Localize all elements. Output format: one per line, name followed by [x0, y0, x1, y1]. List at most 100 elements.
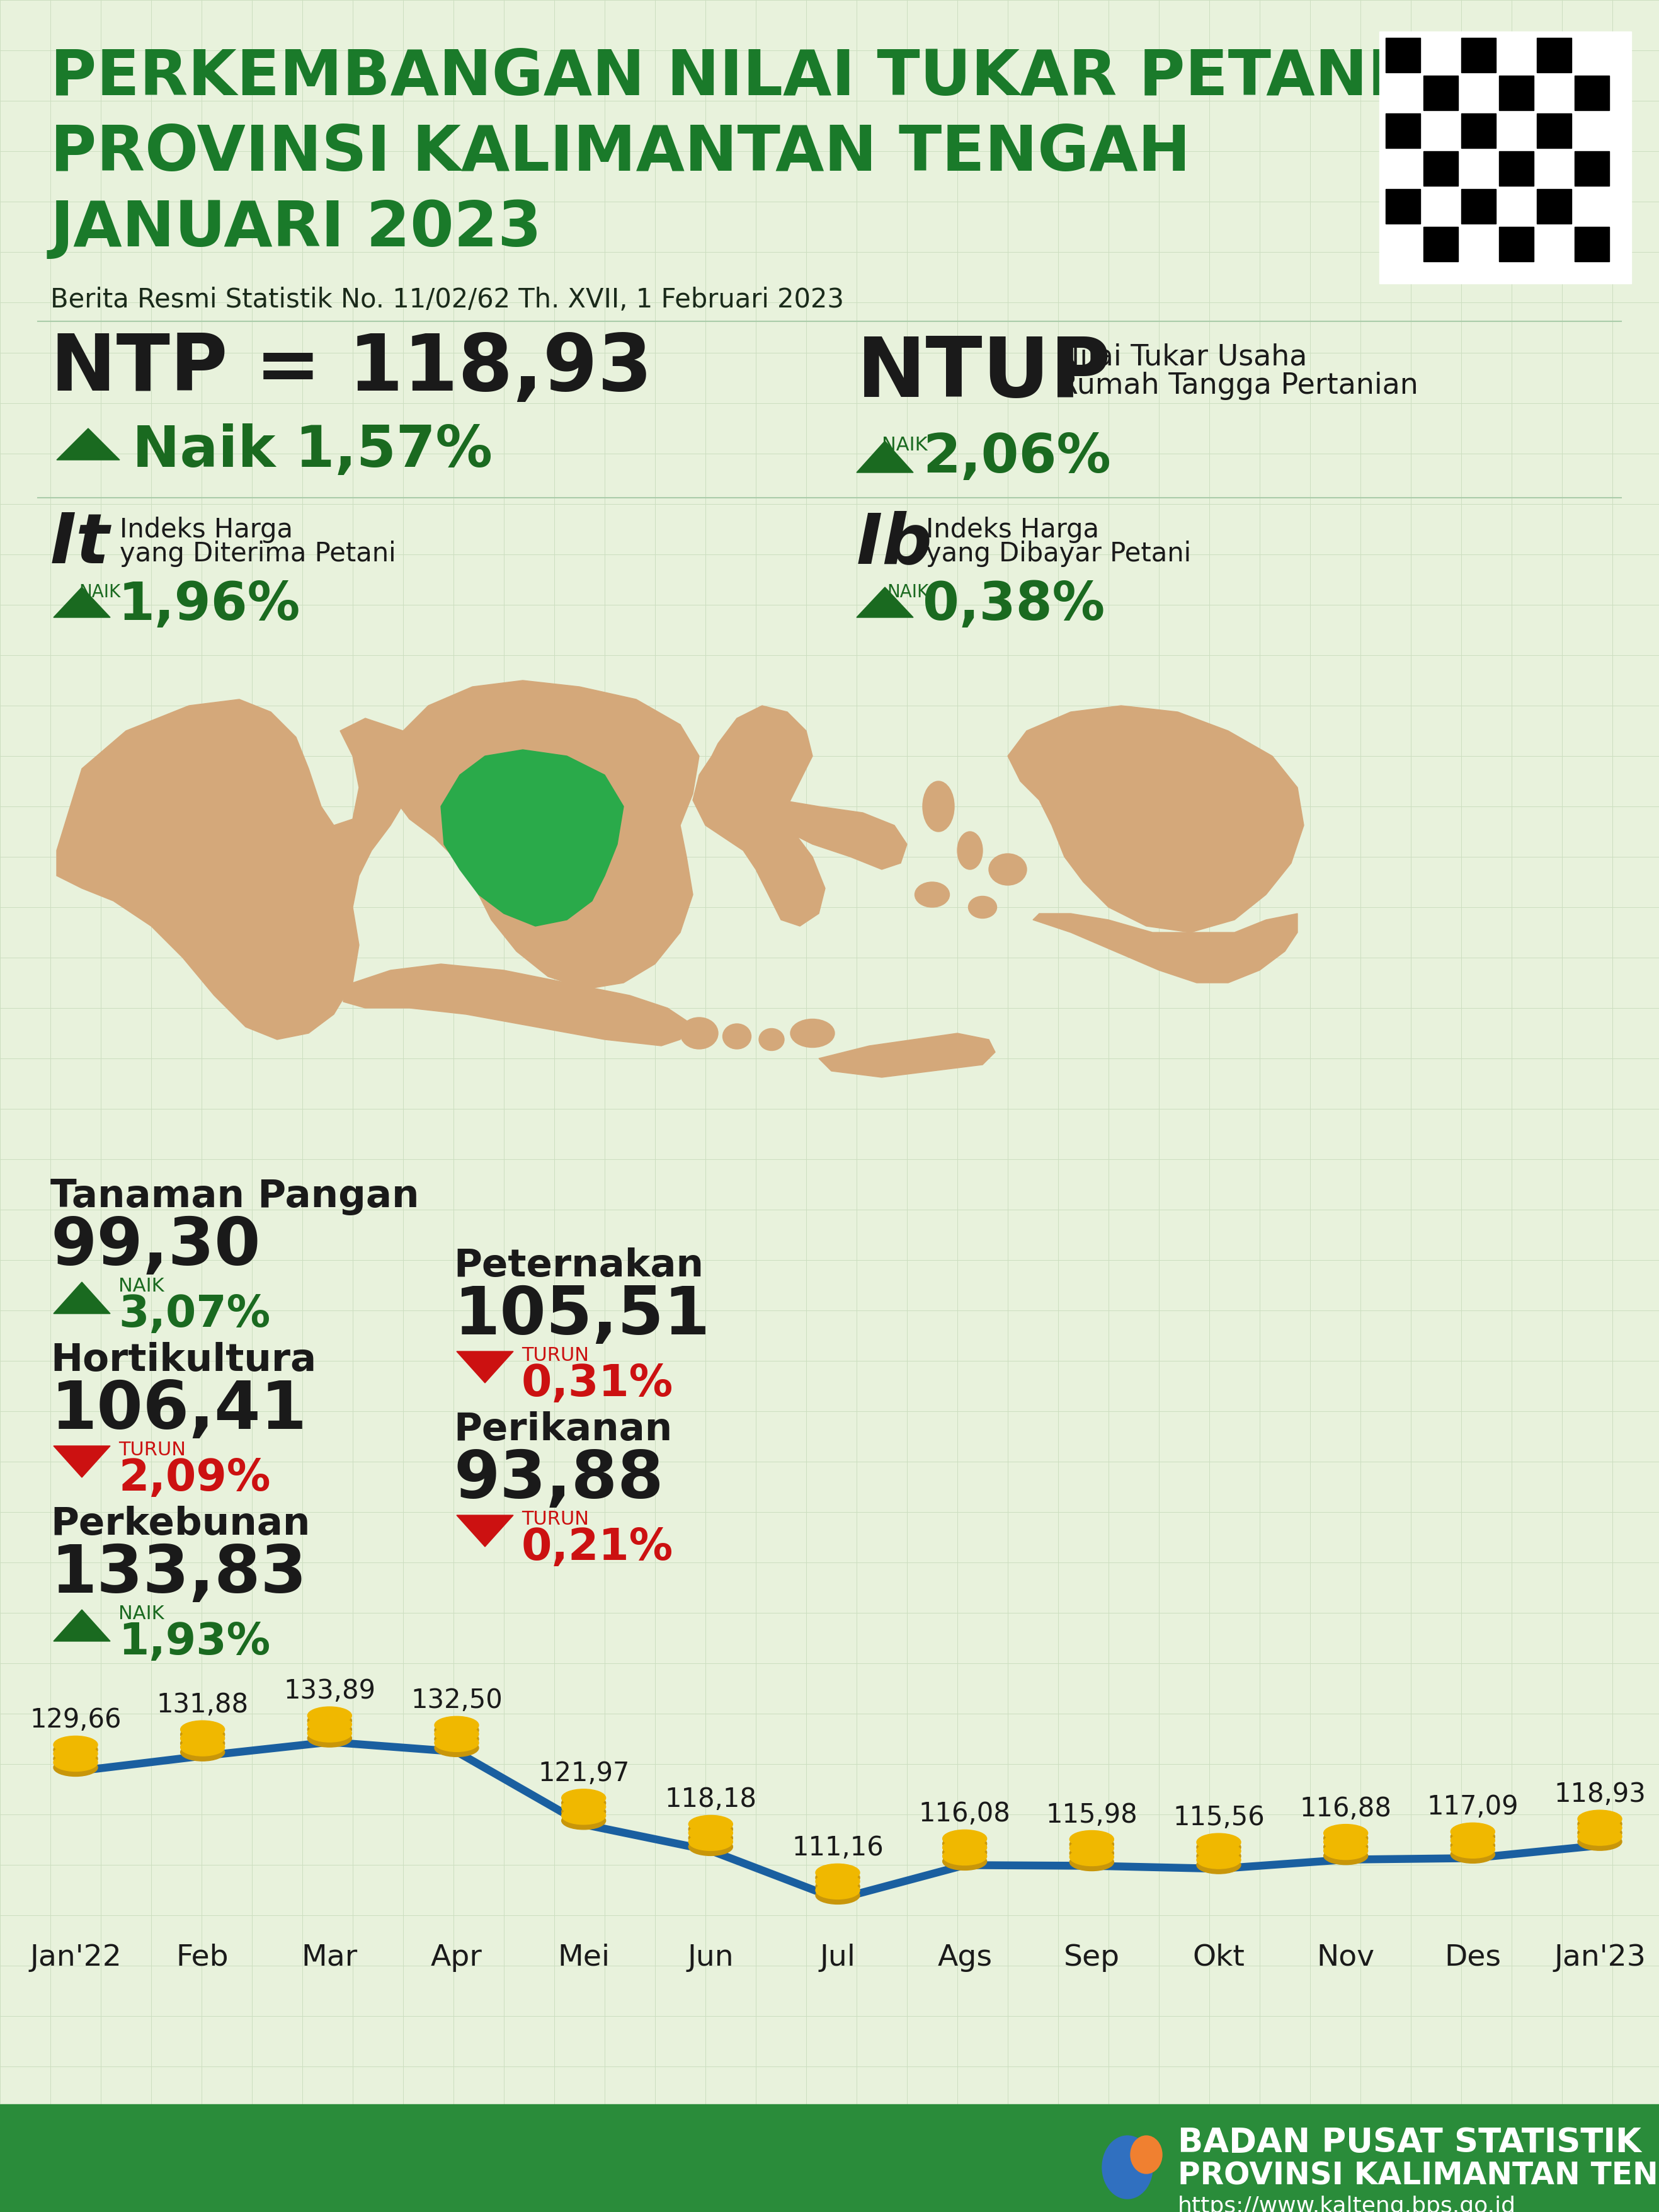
Ellipse shape: [1324, 1825, 1367, 1843]
Ellipse shape: [307, 1708, 352, 1725]
Ellipse shape: [181, 1743, 224, 1761]
Ellipse shape: [53, 1736, 98, 1754]
Ellipse shape: [1578, 1825, 1623, 1843]
Ellipse shape: [435, 1725, 479, 1743]
Ellipse shape: [1578, 1809, 1623, 1827]
Ellipse shape: [562, 1790, 606, 1807]
Ellipse shape: [435, 1730, 479, 1747]
Ellipse shape: [53, 1759, 98, 1776]
Ellipse shape: [1450, 1836, 1495, 1854]
Ellipse shape: [1324, 1838, 1367, 1856]
Polygon shape: [856, 440, 912, 473]
Text: Perkebunan: Perkebunan: [50, 1506, 310, 1544]
Ellipse shape: [307, 1725, 352, 1743]
Text: 111,16: 111,16: [791, 1834, 884, 1860]
Text: Tanaman Pangan: Tanaman Pangan: [50, 1179, 420, 1214]
Ellipse shape: [307, 1717, 352, 1734]
Text: 105,51: 105,51: [453, 1283, 710, 1349]
Polygon shape: [781, 801, 907, 869]
Polygon shape: [343, 964, 687, 1046]
Bar: [1574, 75, 1609, 111]
Ellipse shape: [1578, 1816, 1623, 1834]
Ellipse shape: [942, 1829, 987, 1847]
Text: 0,38%: 0,38%: [922, 580, 1105, 630]
Polygon shape: [456, 1515, 513, 1546]
Ellipse shape: [435, 1734, 479, 1752]
Text: Apr: Apr: [431, 1944, 483, 1971]
Ellipse shape: [816, 1874, 859, 1891]
Ellipse shape: [816, 1887, 859, 1905]
Ellipse shape: [181, 1721, 224, 1739]
Bar: [1574, 228, 1609, 261]
Ellipse shape: [688, 1838, 733, 1856]
Text: Jan'23: Jan'23: [1554, 1944, 1646, 1971]
Ellipse shape: [562, 1798, 606, 1816]
Text: 118,18: 118,18: [665, 1787, 757, 1814]
Bar: [1385, 38, 1420, 73]
Bar: [1536, 113, 1571, 148]
Polygon shape: [820, 1033, 995, 1077]
Ellipse shape: [1070, 1854, 1113, 1871]
Ellipse shape: [53, 1741, 98, 1759]
Ellipse shape: [989, 854, 1027, 885]
Ellipse shape: [181, 1730, 224, 1747]
Text: It: It: [50, 511, 109, 577]
Text: Rumah Tangga Pertanian: Rumah Tangga Pertanian: [1058, 372, 1418, 400]
Text: 0,31%: 0,31%: [521, 1363, 674, 1405]
Bar: [1462, 38, 1496, 73]
Text: Sep: Sep: [1063, 1944, 1120, 1971]
Text: 121,97: 121,97: [538, 1761, 629, 1787]
Ellipse shape: [1324, 1847, 1367, 1865]
Polygon shape: [693, 706, 825, 927]
Text: TURUN: TURUN: [521, 1347, 589, 1365]
Text: 129,66: 129,66: [30, 1708, 121, 1734]
Bar: [1462, 188, 1496, 223]
Ellipse shape: [942, 1843, 987, 1860]
Bar: [1385, 188, 1420, 223]
Polygon shape: [1007, 706, 1304, 933]
Polygon shape: [1034, 914, 1297, 982]
Ellipse shape: [1450, 1845, 1495, 1863]
Text: Feb: Feb: [176, 1944, 229, 1971]
Ellipse shape: [562, 1794, 606, 1812]
Bar: [1536, 188, 1571, 223]
Text: BADAN PUSAT STATISTIK: BADAN PUSAT STATISTIK: [1178, 2126, 1641, 2159]
Text: Ib: Ib: [856, 511, 932, 577]
Text: 1,96%: 1,96%: [118, 580, 300, 630]
Ellipse shape: [723, 1024, 752, 1048]
Polygon shape: [385, 681, 698, 989]
Ellipse shape: [1196, 1851, 1241, 1869]
Text: Mei: Mei: [557, 1944, 611, 1971]
Text: PROVINSI KALIMANTAN TENGAH: PROVINSI KALIMANTAN TENGAH: [1178, 2161, 1659, 2192]
Text: yang Diterima Petani: yang Diterima Petani: [119, 540, 397, 566]
Bar: [1423, 75, 1458, 111]
Text: Okt: Okt: [1193, 1944, 1244, 1971]
Ellipse shape: [307, 1712, 352, 1730]
Text: Indeks Harga: Indeks Harga: [926, 518, 1098, 544]
Text: https://www.kalteng.bps.go.id: https://www.kalteng.bps.go.id: [1178, 2197, 1516, 2212]
Ellipse shape: [1324, 1834, 1367, 1851]
Ellipse shape: [942, 1851, 987, 1869]
Polygon shape: [856, 586, 912, 617]
Polygon shape: [53, 1447, 109, 1478]
Text: TURUN: TURUN: [118, 1440, 186, 1460]
Ellipse shape: [1196, 1834, 1241, 1851]
Ellipse shape: [688, 1825, 733, 1843]
Text: 118,93: 118,93: [1554, 1781, 1646, 1807]
Ellipse shape: [1130, 2137, 1161, 2174]
Bar: [1462, 113, 1496, 148]
Text: Jan'22: Jan'22: [30, 1944, 121, 1971]
Text: Mar: Mar: [302, 1944, 358, 1971]
Ellipse shape: [435, 1739, 479, 1756]
Text: 115,98: 115,98: [1045, 1801, 1138, 1827]
Text: Naik 1,57%: Naik 1,57%: [133, 422, 493, 478]
Text: Berita Resmi Statistik No. 11/02/62 Th. XVII, 1 Februari 2023: Berita Resmi Statistik No. 11/02/62 Th. …: [50, 288, 844, 314]
Ellipse shape: [688, 1820, 733, 1838]
Text: 116,08: 116,08: [919, 1801, 1010, 1827]
Ellipse shape: [680, 1018, 718, 1048]
Ellipse shape: [1070, 1849, 1113, 1865]
Bar: [1500, 228, 1533, 261]
Ellipse shape: [1196, 1847, 1241, 1865]
Bar: [1385, 113, 1420, 148]
Text: NAIK: NAIK: [888, 584, 929, 602]
